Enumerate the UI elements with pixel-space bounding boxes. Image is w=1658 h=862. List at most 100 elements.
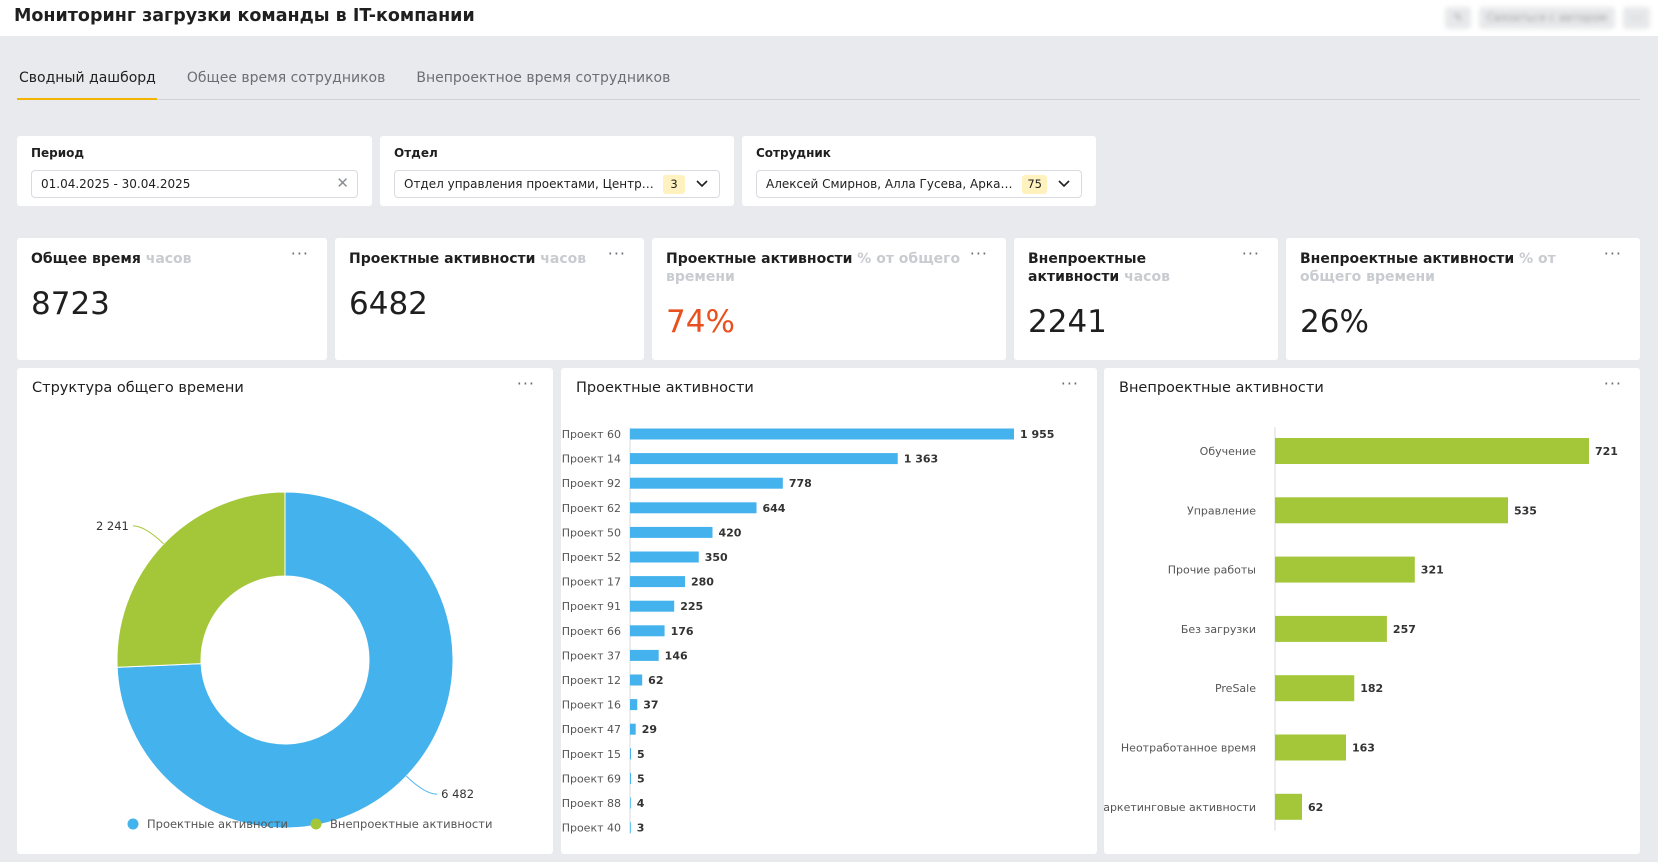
project-activities-card: Проектные активности ··· Проект 60 1 955 П… [561, 368, 1097, 854]
bar [630, 428, 1014, 440]
more-icon[interactable]: ··· [969, 244, 988, 263]
category-label: Управление [1187, 504, 1256, 517]
period-input[interactable]: 01.04.2025 - 30.04.2025 ✕ [31, 170, 358, 198]
employee-value: Алексей Смирнов, Алла Гусева, Аркади... [766, 177, 1018, 191]
donut-slice [116, 491, 286, 668]
bar-value-label: 257 [1393, 623, 1416, 636]
tab-bar: Сводный дашборд Общее время сотрудников … [17, 62, 1640, 100]
department-select[interactable]: Отдел управления проектами, Центр ан... … [394, 170, 720, 198]
bar-value-label: 62 [1308, 801, 1323, 814]
more-icon[interactable]: ··· [1603, 244, 1622, 263]
bar-value-label: 4 [637, 797, 645, 810]
kpi-title-text: Проектные активности [666, 251, 853, 267]
donut-label-leader [405, 775, 438, 795]
chevron-down-icon[interactable] [694, 175, 710, 191]
bar-value-label: 182 [1360, 682, 1383, 695]
bar [1275, 675, 1355, 702]
bar [630, 551, 699, 563]
bar [630, 453, 898, 465]
kpi-project-percent: Проектные активности % от общего времени… [652, 238, 1006, 360]
clear-icon[interactable]: ✕ [336, 174, 349, 192]
bar [1275, 615, 1387, 642]
more-icon[interactable]: ··· [516, 374, 535, 393]
category-label: Проект 12 [562, 674, 621, 687]
bar-value-label: 721 [1595, 445, 1618, 458]
bar-value-label: 5 [637, 772, 645, 785]
bar-value-label: 1 363 [904, 453, 938, 466]
kpi-value: 74% [666, 304, 735, 340]
category-label: Проект 50 [562, 526, 621, 539]
more-icon[interactable]: ··· [290, 244, 309, 263]
tab-employee-nonproject-time[interactable]: Внепроектное время сотрудников [416, 70, 671, 86]
nonproject-bar-chart: Обучение 721 Управление 535 Прочие работы 321… [1104, 427, 1618, 831]
donut-data-label: 6 482 [441, 787, 474, 801]
bar [630, 674, 643, 686]
bar [630, 699, 638, 711]
bar-value-label: 176 [671, 625, 694, 638]
legend-marker [310, 818, 322, 830]
bar [630, 723, 636, 735]
donut-data-label: 2 241 [96, 519, 129, 533]
chart-title: Внепроектные активности [1119, 380, 1324, 396]
category-label: Проект 37 [562, 649, 621, 662]
bar [630, 625, 665, 637]
bar [630, 649, 659, 661]
kpi-title-text: Проектные активности [349, 251, 536, 267]
more-icon[interactable]: ··· [1241, 244, 1260, 263]
category-label: Проект 16 [562, 699, 621, 712]
more-icon[interactable]: ··· [1060, 374, 1079, 393]
nonproject-activities-card: Внепроектные активности ··· Обучение 721 У… [1104, 368, 1640, 854]
bar-value-label: 321 [1421, 564, 1444, 577]
tab-summary-dashboard[interactable]: Сводный дашборд [17, 62, 157, 100]
kpi-title-text: Внепроектные активности [1300, 251, 1515, 267]
bar-value-label: 146 [665, 649, 688, 662]
bar-value-label: 1 955 [1020, 428, 1054, 441]
department-count-badge: 3 [663, 175, 685, 194]
category-label: PreSale [1215, 682, 1256, 695]
bar [630, 797, 631, 809]
category-label: Неотработанное время [1121, 742, 1256, 755]
category-label: Проект 52 [562, 551, 621, 564]
category-label: Без загрузки [1181, 623, 1256, 636]
more-icon[interactable]: ··· [1603, 374, 1622, 393]
bar-value-label: 350 [705, 551, 728, 564]
kpi-title: Проектные активности часов [349, 250, 602, 268]
category-label: Прочие работы [1168, 564, 1256, 577]
employee-select[interactable]: Алексей Смирнов, Алла Гусева, Аркади... … [756, 170, 1082, 198]
more-menu-icon[interactable]: ⋯ [1623, 7, 1650, 29]
category-label: Проект 88 [562, 797, 621, 810]
category-label: Проект 14 [562, 453, 621, 466]
kpi-unit: часов [1124, 269, 1170, 285]
category-label: Проект 47 [562, 723, 621, 736]
legend-label: Внепроектные активности [330, 817, 492, 831]
kpi-unit: % от общего времени [666, 251, 961, 285]
employee-filter: Сотрудник Алексей Смирнов, Алла Гусева, … [742, 136, 1096, 206]
period-filter-label: Период [31, 146, 85, 160]
chart-title: Проектные активности [576, 380, 754, 396]
bar [630, 576, 685, 588]
kpi-nonproject-hours: Внепроектные активности часов ··· 2241 [1014, 238, 1278, 360]
bar [630, 600, 675, 612]
department-filter-label: Отдел [394, 146, 438, 160]
contact-author-button[interactable]: Связаться с автором [1478, 7, 1615, 29]
tab-employee-total-time[interactable]: Общее время сотрудников [186, 70, 386, 86]
category-label: Проект 40 [562, 822, 621, 835]
category-label: Проект 60 [562, 428, 621, 441]
bar [630, 477, 783, 489]
more-icon[interactable]: ··· [607, 244, 626, 263]
department-filter: Отдел Отдел управления проектами, Центр … [380, 136, 734, 206]
period-value: 01.04.2025 - 30.04.2025 [41, 177, 191, 191]
legend-label: Проектные активности [147, 817, 288, 831]
kpi-total-time: Общее время часов ··· 8723 [17, 238, 327, 360]
bar [1275, 556, 1415, 583]
chevron-down-icon[interactable] [1056, 175, 1072, 191]
bar [630, 772, 631, 784]
bar-value-label: 163 [1352, 742, 1375, 755]
kpi-title: Внепроектные активности часов [1028, 250, 1236, 286]
edit-icon[interactable]: ✎ [1445, 7, 1471, 29]
kpi-unit: часов [540, 251, 587, 267]
chart-title: Структура общего времени [32, 380, 244, 396]
bar [1275, 438, 1589, 464]
kpi-value: 8723 [31, 286, 110, 322]
page-title: Мониторинг загрузки команды в IT-компани… [14, 6, 475, 26]
